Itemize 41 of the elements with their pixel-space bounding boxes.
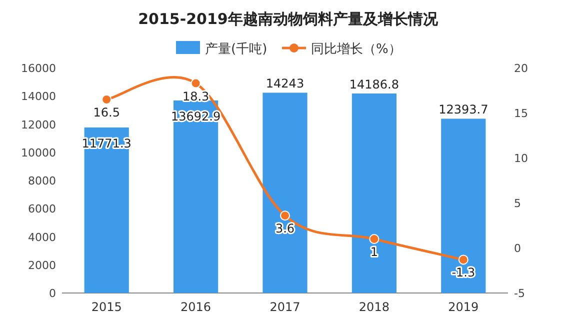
y-tick-label: 6000 (28, 202, 56, 216)
bar (441, 118, 486, 293)
data-label: -1.3 (452, 266, 476, 280)
y-tick-label: 14000 (21, 90, 56, 104)
y-tick-label: 16000 (21, 62, 56, 75)
data-label: 16.5 (93, 106, 120, 120)
bar (84, 127, 129, 293)
x-tick-label: 2019 (448, 300, 479, 314)
data-label: 18.3 (182, 89, 210, 104)
x-tick-label: 2018 (358, 300, 390, 314)
legend-label: 同比增长（%） (311, 42, 402, 57)
data-label: 3.6 (275, 222, 295, 236)
y-tick-label: 0 (49, 287, 56, 300)
x-tick-label: 2017 (270, 300, 300, 314)
y-tick-label: 12000 (21, 118, 56, 132)
chart-title: 2015-2019年越南动物饲料产量及增长情况 (138, 10, 439, 28)
point (190, 78, 201, 88)
bar (352, 94, 396, 293)
point (102, 94, 112, 104)
y-tick-label: 2000 (28, 258, 56, 272)
y2-tick-label: 0 (514, 242, 521, 255)
y-tick-label: 10000 (21, 146, 56, 160)
bar (262, 92, 308, 293)
y2-tick-label: 5 (514, 197, 521, 210)
data-label: 1 (370, 245, 378, 259)
data-label: 14243 (266, 76, 304, 91)
legend-label: 产量(千吨) (205, 42, 268, 57)
y2-tick-label: -5 (514, 287, 525, 300)
data-label: 12393.7 (438, 102, 488, 117)
point (369, 234, 380, 244)
bar (174, 100, 218, 293)
point (280, 210, 290, 221)
data-label: 14186.8 (349, 78, 400, 92)
y-tick-label: 4000 (28, 230, 56, 244)
x-tick-label: 2016 (180, 300, 212, 314)
y2-tick-label: 10 (514, 152, 528, 165)
x-tick-label: 2015 (91, 300, 122, 314)
y2-tick-label: 20 (514, 62, 528, 75)
point (458, 254, 468, 265)
y2-tick-label: 15 (514, 107, 528, 120)
y-tick-label: 8000 (28, 174, 56, 188)
